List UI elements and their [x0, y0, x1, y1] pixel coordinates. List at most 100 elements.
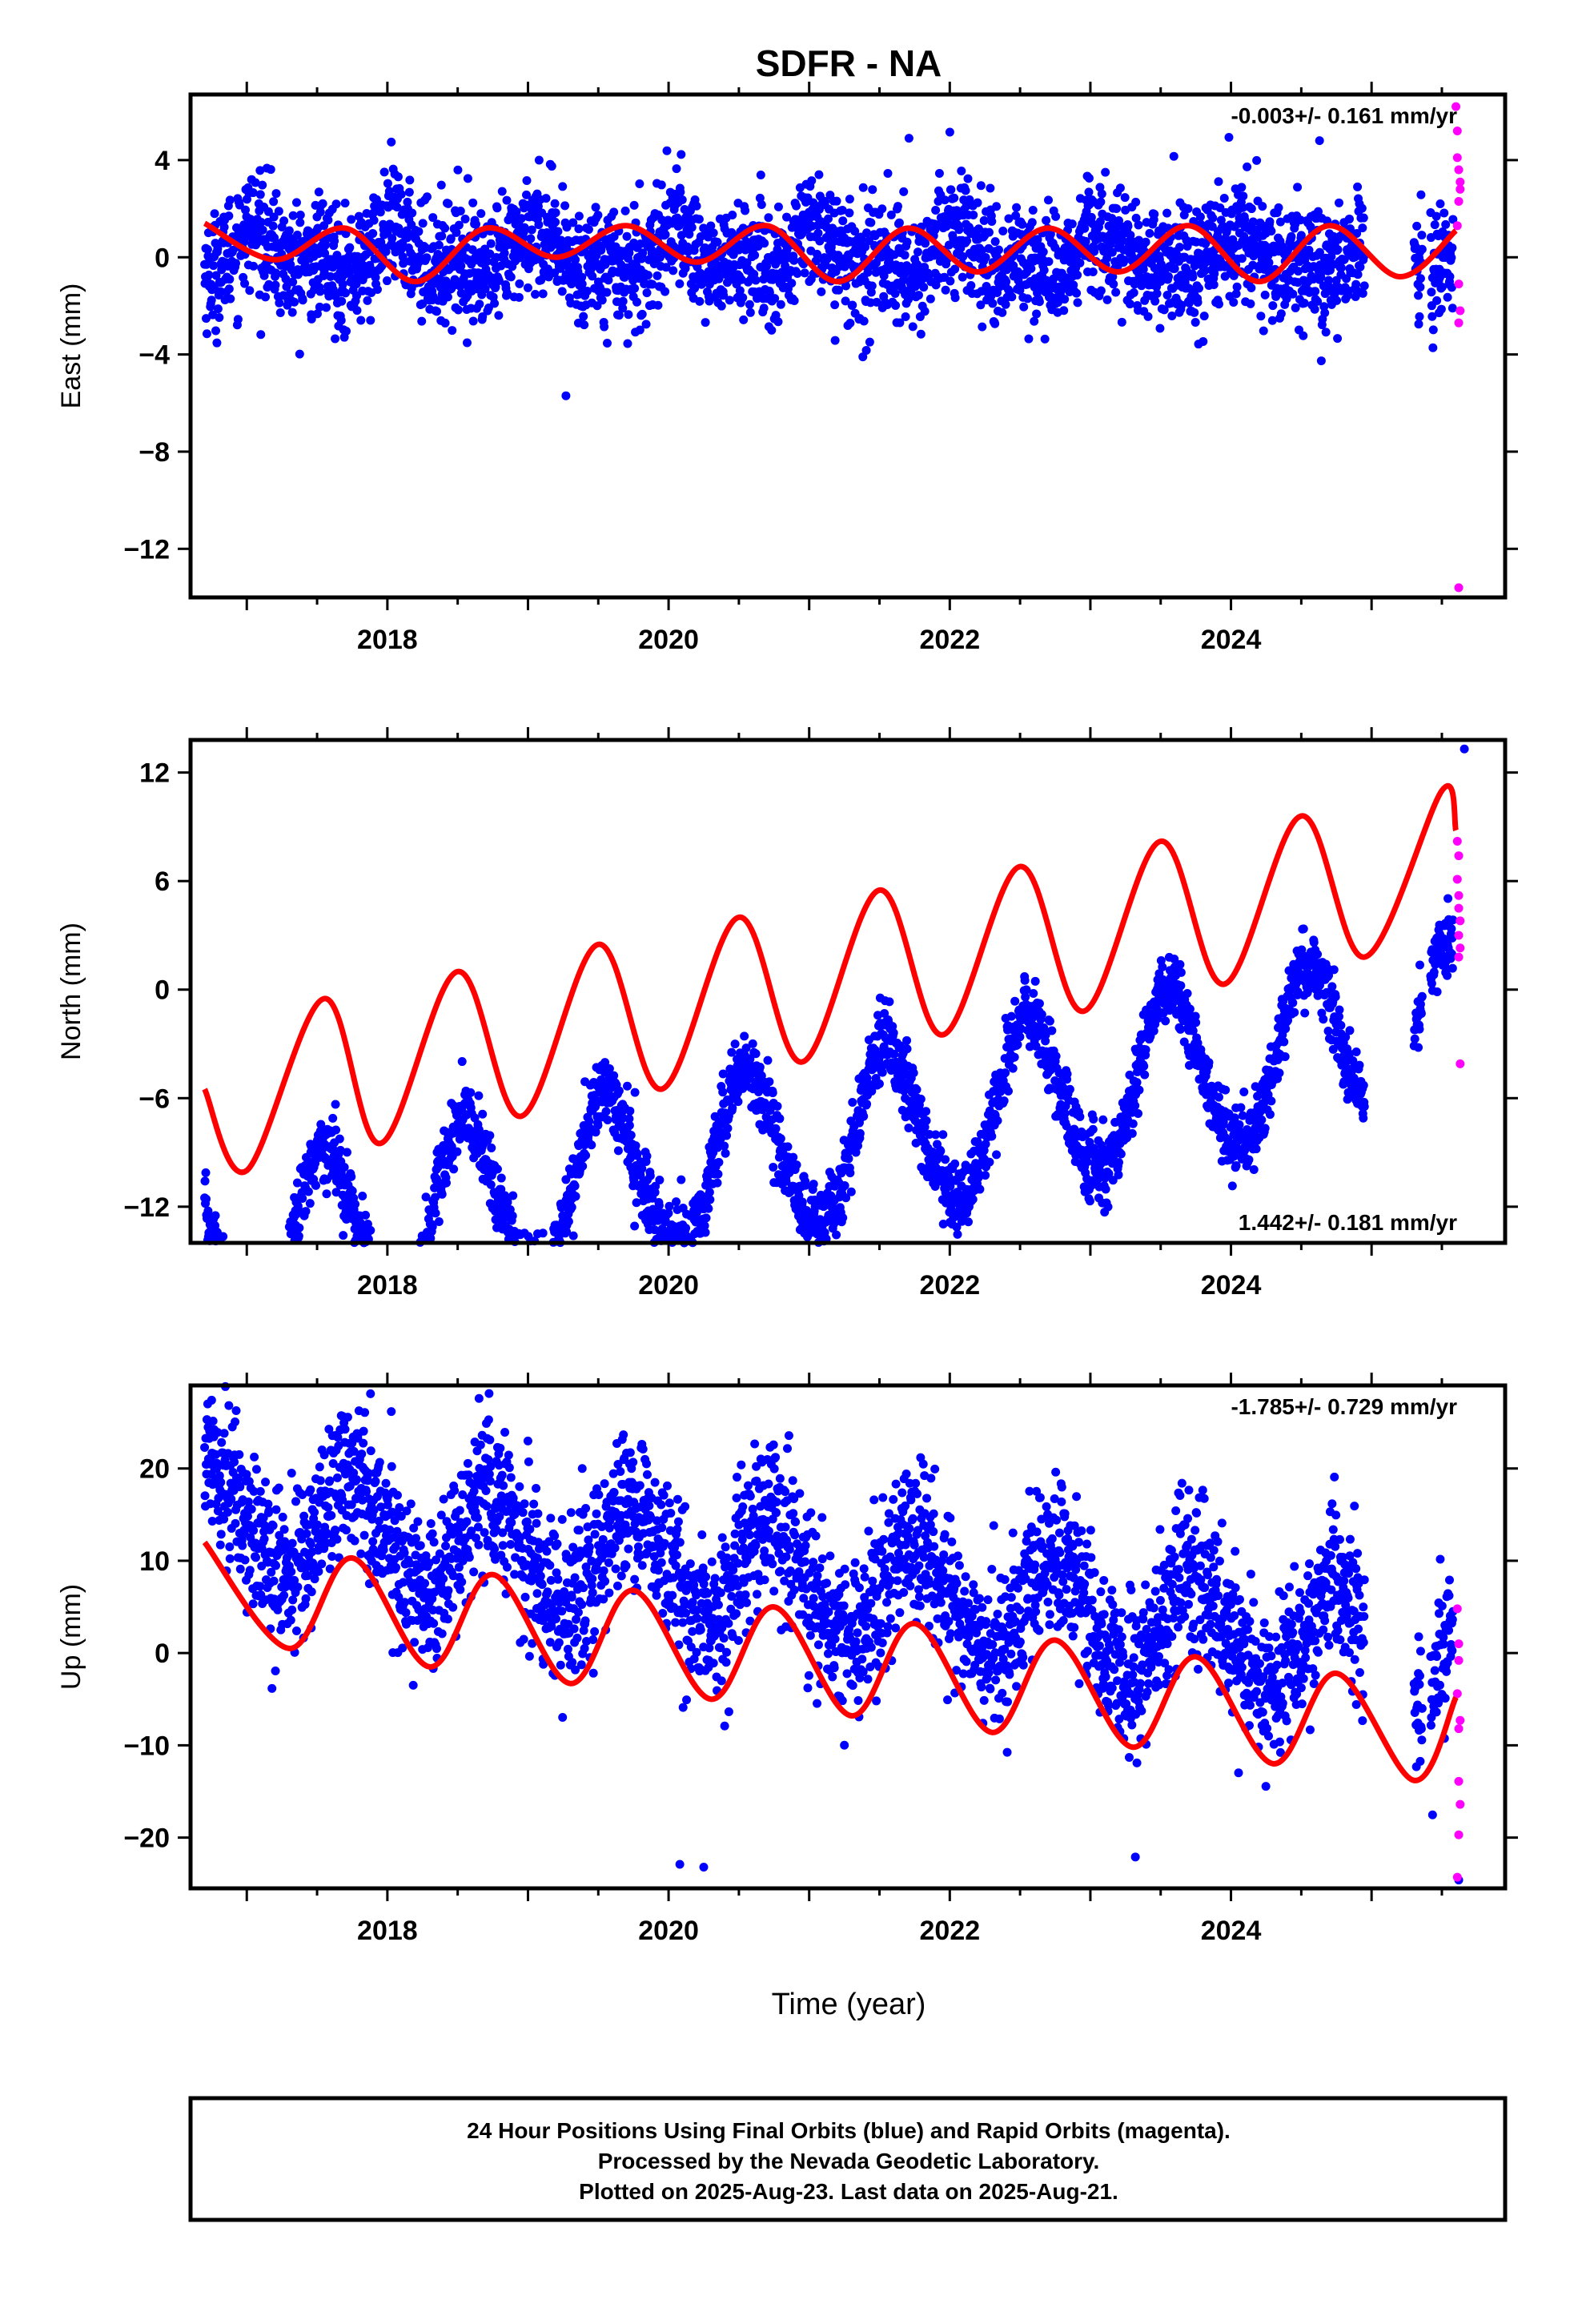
data-point — [315, 302, 324, 312]
data-point — [436, 180, 446, 190]
data-point — [1170, 263, 1179, 273]
outlier-point — [1315, 136, 1324, 146]
data-point — [866, 287, 876, 297]
data-point — [550, 199, 560, 208]
data-point — [1275, 217, 1285, 227]
data-point — [656, 180, 666, 190]
data-point — [645, 1171, 655, 1180]
data-point — [1027, 218, 1037, 227]
data-point — [676, 187, 685, 197]
data-point — [1096, 286, 1106, 296]
data-point — [456, 261, 466, 271]
data-point — [946, 276, 955, 286]
data-point — [1138, 264, 1148, 274]
data-point — [251, 178, 260, 187]
data-point — [759, 304, 769, 313]
data-point — [1229, 298, 1239, 308]
data-point — [1044, 257, 1054, 267]
data-point — [1032, 309, 1042, 319]
data-point — [577, 272, 587, 282]
data-point — [515, 253, 524, 263]
data-point — [453, 305, 463, 315]
data-point — [755, 193, 765, 203]
data-point — [789, 296, 799, 306]
data-point — [1358, 223, 1367, 233]
data-point — [1238, 203, 1247, 212]
data-point — [775, 1114, 785, 1124]
data-point — [638, 248, 648, 258]
data-point — [857, 235, 866, 244]
data-point — [641, 320, 651, 329]
data-point — [516, 214, 526, 223]
data-point — [722, 278, 732, 287]
data-point — [494, 275, 504, 285]
figure-title: SDFR - NA — [756, 42, 942, 84]
data-point — [1112, 204, 1122, 214]
data-point — [568, 218, 578, 227]
data-point — [1084, 173, 1094, 183]
data-point — [1274, 203, 1283, 212]
y-axis-label: North (mm) — [56, 923, 86, 1060]
data-point — [1193, 297, 1203, 307]
data-point — [1042, 215, 1051, 225]
data-point — [830, 300, 840, 310]
data-point — [757, 200, 766, 210]
data-point — [556, 263, 565, 273]
data-point — [840, 1180, 849, 1190]
data-point — [452, 1147, 462, 1156]
data-point — [1090, 247, 1099, 256]
data-point — [1001, 1068, 1010, 1078]
data-point — [904, 1123, 913, 1132]
rapid-point — [1454, 279, 1464, 289]
data-point — [1174, 243, 1184, 252]
data-point — [593, 1120, 603, 1130]
data-point — [315, 207, 325, 217]
data-point — [921, 239, 930, 248]
data-point — [201, 1194, 211, 1204]
data-point — [902, 1035, 912, 1045]
data-point — [369, 215, 379, 225]
data-point — [934, 169, 944, 179]
data-point — [496, 1173, 506, 1183]
data-point — [1320, 308, 1330, 318]
data-point — [261, 292, 271, 302]
data-point — [557, 287, 567, 296]
data-point — [508, 1211, 517, 1220]
data-point — [963, 174, 973, 183]
data-point — [1417, 244, 1427, 254]
data-point — [579, 312, 588, 321]
data-point — [866, 218, 876, 227]
data-point — [1313, 296, 1323, 306]
data-point — [1015, 285, 1025, 295]
data-point — [990, 319, 1000, 328]
data-point — [1414, 291, 1423, 300]
data-point — [463, 174, 472, 183]
data-point — [1115, 183, 1125, 193]
data-point — [845, 319, 855, 328]
data-point — [901, 312, 910, 322]
data-point — [292, 230, 302, 239]
data-point — [630, 1088, 640, 1097]
data-point — [602, 339, 612, 348]
data-point — [342, 1148, 351, 1157]
data-point — [1246, 299, 1255, 308]
x-tick-label: 2024 — [1201, 1270, 1262, 1301]
data-point — [998, 308, 1007, 317]
data-point — [1299, 331, 1308, 340]
data-point — [443, 292, 452, 302]
data-point — [1073, 270, 1082, 279]
data-point — [893, 202, 902, 211]
data-point — [1010, 1052, 1019, 1062]
data-point — [1130, 279, 1139, 289]
data-point — [1357, 203, 1367, 213]
data-point — [677, 195, 687, 204]
data-point — [1038, 247, 1048, 256]
data-point — [1131, 213, 1141, 223]
data-point — [886, 210, 896, 219]
data-point — [547, 162, 556, 171]
data-point — [564, 1216, 573, 1226]
data-point — [1150, 209, 1159, 219]
data-point — [899, 187, 909, 196]
data-point — [476, 209, 486, 219]
data-point — [1316, 356, 1326, 366]
